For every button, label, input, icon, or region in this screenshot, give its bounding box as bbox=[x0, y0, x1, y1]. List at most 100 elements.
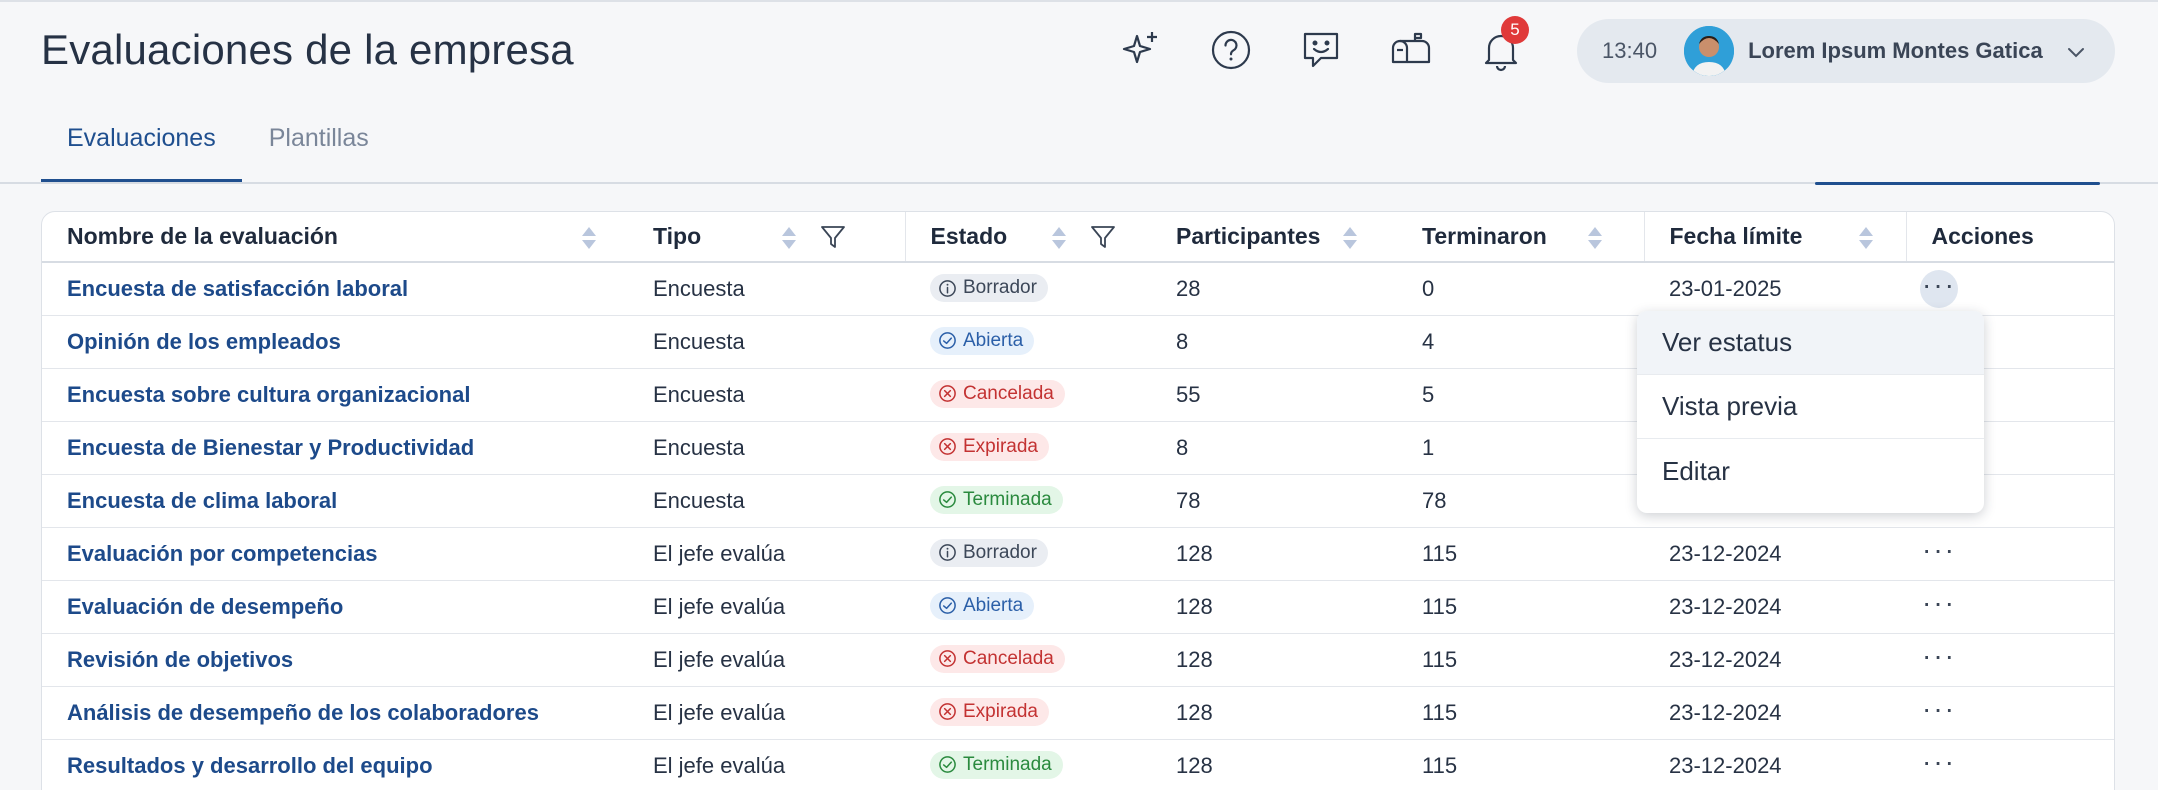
user-menu[interactable]: 13:40 Lorem Ipsum Montes Gatica bbox=[1577, 19, 2115, 83]
sort-icon[interactable] bbox=[1051, 225, 1067, 251]
check-circle-icon bbox=[938, 596, 957, 615]
evaluations-table-card: Nombre de la evaluación Tipo Estado Part… bbox=[41, 211, 2115, 790]
ai-assistant-button[interactable] bbox=[1115, 24, 1167, 76]
avatar bbox=[1684, 26, 1735, 76]
evaluation-link[interactable]: Evaluación de desempeño bbox=[67, 593, 344, 619]
column-header-participantes[interactable]: Participantes bbox=[1151, 212, 1397, 263]
cell-nombre: Análisis de desempeño de los colaborador… bbox=[42, 686, 628, 740]
more-actions-button[interactable]: ··· bbox=[1922, 586, 1956, 618]
check-circle-icon bbox=[938, 331, 957, 350]
sort-icon[interactable] bbox=[581, 225, 597, 251]
cell-estado: Borrador bbox=[905, 527, 1151, 581]
cell-nombre: Encuesta sobre cultura organizacional bbox=[42, 368, 628, 422]
cell-nombre: Encuesta de Bienestar y Productividad bbox=[42, 421, 628, 475]
column-header-estado[interactable]: Estado bbox=[905, 212, 1151, 263]
column-header-terminaron[interactable]: Terminaron bbox=[1397, 212, 1645, 263]
cell-estado: Terminada bbox=[905, 739, 1151, 790]
cell-terminaron: 115 bbox=[1397, 739, 1644, 790]
mailbox-button[interactable] bbox=[1385, 24, 1437, 76]
column-header-fecha[interactable]: Fecha límite bbox=[1644, 212, 1907, 263]
evaluation-link[interactable]: Opinión de los empleados bbox=[67, 328, 341, 354]
column-header-nombre[interactable]: Nombre de la evaluación bbox=[42, 212, 628, 263]
status-badge: Cancelada bbox=[930, 644, 1065, 673]
cell-participantes: 8 bbox=[1151, 421, 1397, 475]
x-circle-icon bbox=[938, 384, 957, 403]
menu-item-editar[interactable]: Editar bbox=[1662, 455, 1730, 486]
evaluation-link[interactable]: Evaluación por competencias bbox=[67, 540, 378, 566]
header-toolbar: 5 bbox=[1115, 16, 1529, 76]
status-label: Cancelada bbox=[963, 382, 1054, 404]
cell-tipo: El jefe evalúa bbox=[628, 527, 905, 581]
evaluation-link[interactable]: Resultados y desarrollo del equipo bbox=[67, 752, 433, 778]
more-actions-button[interactable]: ··· bbox=[1922, 745, 1956, 777]
top-border bbox=[0, 0, 2158, 2]
evaluation-link[interactable]: Encuesta de clima laboral bbox=[67, 487, 338, 513]
chevron-down-icon bbox=[2068, 48, 2084, 58]
feedback-button[interactable] bbox=[1295, 24, 1347, 76]
cell-nombre: Evaluación de desempeño bbox=[42, 580, 628, 634]
feedback-chat-icon bbox=[1303, 32, 1339, 68]
cell-participantes: 128 bbox=[1151, 686, 1397, 740]
more-actions-button[interactable]: ··· bbox=[1922, 692, 1956, 724]
sort-icon[interactable] bbox=[1342, 225, 1358, 251]
x-circle-icon bbox=[938, 702, 957, 721]
table-row: Análisis de desempeño de los colaborador… bbox=[42, 686, 2114, 740]
page-title: Evaluaciones de la empresa bbox=[41, 26, 574, 73]
more-actions-button[interactable]: ··· bbox=[1922, 533, 1956, 565]
tab-plantillas[interactable]: Plantillas bbox=[268, 124, 369, 152]
menu-item-ver-estatus[interactable]: Ver estatus bbox=[1637, 311, 1984, 375]
table-row: Opinión de los empleados Encuesta Abiert… bbox=[42, 315, 2114, 369]
check-circle-icon bbox=[938, 755, 957, 774]
filter-icon[interactable] bbox=[1089, 223, 1117, 251]
cell-estado: Borrador bbox=[905, 262, 1151, 316]
cell-tipo: El jefe evalúa bbox=[628, 580, 905, 634]
filter-icon[interactable] bbox=[819, 223, 847, 251]
notifications-button[interactable]: 5 bbox=[1475, 16, 1529, 76]
menu-item-vista-previa[interactable]: Vista previa bbox=[1637, 375, 1984, 439]
sort-icon[interactable] bbox=[781, 225, 797, 251]
tab-divider bbox=[0, 182, 2158, 184]
actions-dropdown-menu: Ver estatus Vista previa Editar bbox=[1637, 311, 1984, 513]
more-actions-button[interactable]: ··· bbox=[1920, 269, 1958, 308]
cell-tipo: El jefe evalúa bbox=[628, 686, 905, 740]
sort-icon[interactable] bbox=[1858, 225, 1874, 251]
cell-tipo: Encuesta bbox=[628, 368, 905, 422]
cell-terminaron: 78 bbox=[1397, 474, 1644, 528]
cell-nombre: Revisión de objetivos bbox=[42, 633, 628, 687]
evaluation-link[interactable]: Revisión de objetivos bbox=[67, 646, 294, 672]
status-badge: Cancelada bbox=[930, 379, 1065, 408]
cell-participantes: 78 bbox=[1151, 474, 1397, 528]
cell-terminaron: 5 bbox=[1397, 368, 1644, 422]
cell-participantes: 128 bbox=[1151, 580, 1397, 634]
cell-acciones: ··· bbox=[1906, 686, 2114, 740]
table-row: Resultados y desarrollo del equipo El je… bbox=[42, 739, 2114, 790]
status-badge: Abierta bbox=[930, 591, 1035, 620]
status-label: Borrador bbox=[963, 277, 1037, 298]
help-button[interactable] bbox=[1205, 24, 1257, 76]
status-badge: Terminada bbox=[930, 750, 1063, 779]
cell-fecha: 23-12-2024 bbox=[1644, 739, 1906, 790]
status-label: Terminada bbox=[963, 753, 1052, 775]
table-row: Evaluación de desempeño El jefe evalúa A… bbox=[42, 580, 2114, 634]
cell-terminaron: 1 bbox=[1397, 421, 1644, 475]
cell-tipo: Encuesta bbox=[628, 262, 905, 316]
status-label: Abierta bbox=[963, 594, 1024, 616]
status-label: Terminada bbox=[963, 488, 1052, 510]
cell-participantes: 28 bbox=[1151, 262, 1397, 316]
table-row: Encuesta sobre cultura organizacional En… bbox=[42, 368, 2114, 422]
status-label: Cancelada bbox=[963, 647, 1054, 669]
evaluation-link[interactable]: Encuesta sobre cultura organizacional bbox=[67, 381, 471, 407]
evaluation-link[interactable]: Encuesta de Bienestar y Productividad bbox=[67, 434, 475, 460]
table-row: Revisión de objetivos El jefe evalúa Can… bbox=[42, 633, 2114, 687]
column-header-tipo[interactable]: Tipo bbox=[628, 212, 906, 263]
evaluation-link[interactable]: Encuesta de satisfacción laboral bbox=[67, 275, 409, 301]
evaluations-table: Nombre de la evaluación Tipo Estado Part… bbox=[42, 212, 2114, 790]
info-icon bbox=[938, 279, 957, 298]
evaluation-link[interactable]: Análisis de desempeño de los colaborador… bbox=[67, 699, 539, 725]
cell-terminaron: 115 bbox=[1397, 580, 1644, 634]
cell-tipo: El jefe evalúa bbox=[628, 739, 905, 790]
help-circle-icon bbox=[1211, 30, 1251, 70]
more-actions-button[interactable]: ··· bbox=[1922, 639, 1956, 671]
tab-evaluaciones[interactable]: Evaluaciones bbox=[41, 118, 242, 182]
sort-icon[interactable] bbox=[1587, 225, 1603, 251]
